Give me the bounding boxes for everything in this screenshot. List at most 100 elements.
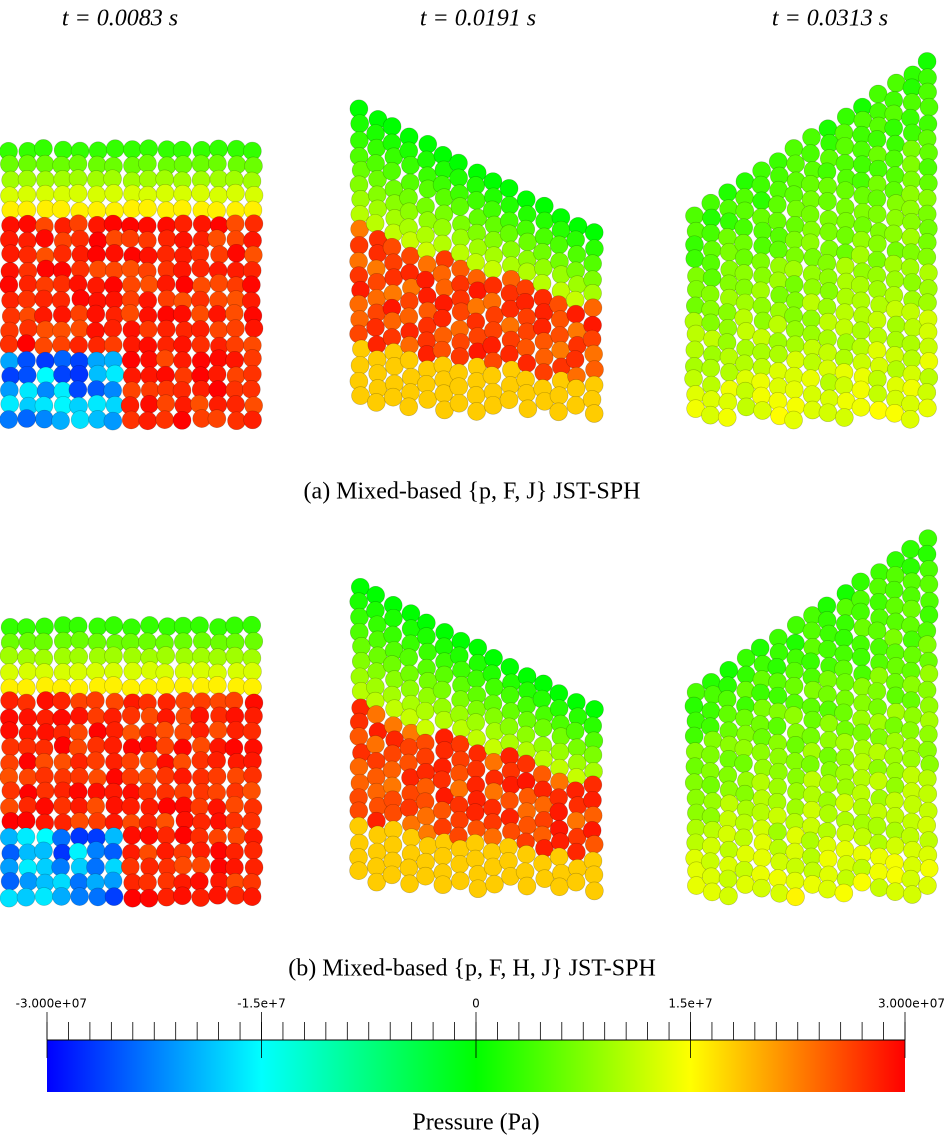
particle — [753, 698, 772, 718]
particle — [86, 304, 106, 324]
particle — [174, 826, 194, 845]
particle — [401, 155, 420, 175]
particle — [919, 97, 939, 117]
particle — [70, 887, 89, 906]
particle — [432, 680, 452, 700]
particle — [734, 828, 753, 848]
particle — [770, 852, 790, 872]
particle — [210, 245, 229, 264]
particle — [207, 409, 227, 429]
particle — [121, 767, 140, 787]
particle — [208, 305, 227, 324]
particle — [885, 836, 905, 856]
particle — [466, 713, 486, 732]
particle — [869, 401, 888, 420]
particle-cloud — [684, 529, 939, 907]
particle-cloud — [684, 52, 939, 430]
particle — [0, 721, 19, 740]
particle — [467, 402, 486, 421]
particle — [86, 841, 106, 860]
particle — [382, 760, 402, 780]
particle — [36, 320, 55, 340]
particle — [18, 214, 37, 234]
particle — [1, 244, 20, 263]
particle — [68, 184, 88, 203]
particle — [484, 678, 504, 697]
particle — [886, 360, 906, 379]
particle — [751, 743, 771, 762]
particle — [415, 701, 435, 721]
particle — [483, 276, 503, 296]
particle — [886, 686, 905, 706]
particle — [384, 268, 404, 287]
particle — [350, 356, 370, 375]
particle — [549, 847, 569, 867]
particle — [717, 825, 737, 844]
particle — [432, 309, 452, 328]
particle — [784, 676, 804, 696]
particle — [227, 243, 246, 263]
particle — [802, 621, 822, 641]
particle — [156, 394, 176, 413]
particle — [121, 797, 141, 816]
particle — [483, 396, 503, 415]
particle — [19, 872, 38, 891]
particle — [399, 858, 419, 878]
particle — [801, 144, 820, 163]
particle — [718, 704, 737, 724]
particle — [382, 117, 402, 136]
particle — [86, 691, 105, 710]
particle — [735, 708, 754, 728]
particle — [0, 827, 19, 847]
particle — [104, 616, 124, 635]
particle — [917, 383, 937, 402]
particle — [191, 259, 210, 278]
particle — [518, 232, 537, 252]
particle — [767, 717, 787, 736]
particle — [53, 244, 72, 264]
particle — [549, 386, 569, 405]
particle — [242, 887, 262, 907]
particle — [173, 214, 193, 234]
particle — [156, 676, 175, 696]
particle — [834, 628, 854, 648]
tick-label: 3.000e+07 — [878, 997, 945, 1011]
particle — [786, 887, 805, 907]
particle — [884, 716, 904, 736]
particle — [105, 139, 125, 159]
particle — [52, 274, 72, 294]
particle — [122, 826, 142, 845]
particle — [867, 341, 887, 360]
particle — [566, 379, 586, 398]
particle — [835, 181, 855, 200]
particle — [918, 398, 937, 418]
particle — [242, 275, 261, 295]
particle — [737, 397, 756, 417]
particle — [768, 822, 787, 842]
particle — [140, 394, 159, 414]
particle — [852, 872, 872, 892]
particle — [367, 872, 386, 892]
particle — [919, 574, 939, 594]
particle — [383, 744, 402, 764]
particle — [207, 229, 227, 249]
particle — [87, 215, 107, 235]
particle — [884, 149, 904, 169]
particle — [103, 411, 123, 431]
particle — [835, 673, 855, 692]
particle — [685, 340, 705, 360]
particle — [518, 399, 538, 419]
particle — [88, 812, 107, 831]
particle — [517, 354, 537, 373]
particle — [103, 319, 123, 338]
particle — [885, 596, 905, 616]
particle — [851, 572, 870, 592]
particle — [34, 289, 54, 309]
particle — [157, 872, 176, 891]
particle — [121, 410, 141, 430]
particle — [867, 204, 887, 224]
particle — [532, 689, 552, 709]
particle — [566, 872, 586, 892]
particle — [86, 751, 106, 771]
